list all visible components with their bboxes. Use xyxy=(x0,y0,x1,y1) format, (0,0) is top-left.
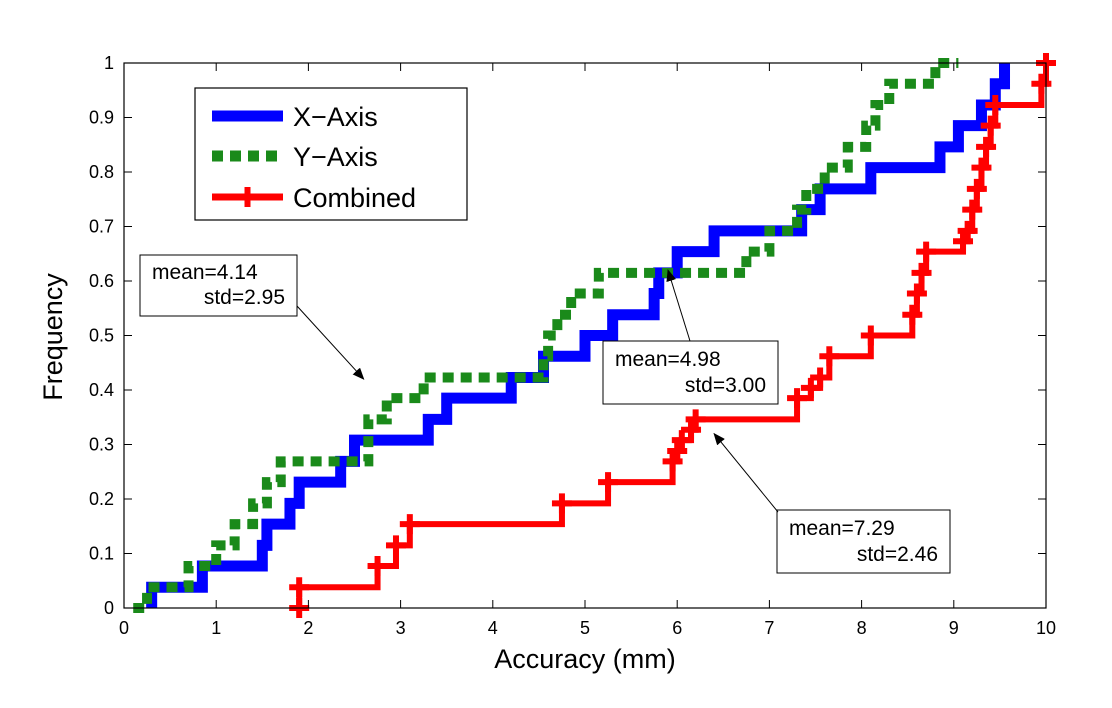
series-point-combined xyxy=(667,441,688,462)
y-tick-label: 0.8 xyxy=(89,162,114,182)
legend-marker-combined xyxy=(237,187,258,207)
series-point-combined xyxy=(685,409,706,430)
series-point-combined xyxy=(598,472,619,493)
y-tick-label: 1 xyxy=(104,53,114,73)
ticks-layer: 0 1 2 3 4 5 6 7 8 9 10 0 0.1 0.2 0.3 0.4 0.5 0.6 0.7 0.8 0.9… xyxy=(89,53,1056,638)
series-point-combined xyxy=(966,178,987,199)
x-tick-label: 0 xyxy=(119,618,129,638)
series-point-combined xyxy=(367,556,388,577)
x-tick-label: 9 xyxy=(949,618,959,638)
series-point-combined xyxy=(957,220,978,241)
series-line-x-axis xyxy=(146,63,1011,608)
legend-entry-x-axis: X−Axis xyxy=(212,102,378,132)
series-point-combined xyxy=(902,304,923,325)
legend-label-combined: Combined xyxy=(293,183,416,213)
annotation-y-axis-arrow xyxy=(296,305,365,380)
annotation-combined-arrow xyxy=(713,432,779,513)
x-axis-title: Accuracy (mm) xyxy=(494,644,676,674)
y-tick-label: 0 xyxy=(104,598,114,618)
x-tick-label: 2 xyxy=(303,618,313,638)
y-tick-label: 0.2 xyxy=(89,489,114,509)
series-point-combined xyxy=(385,535,406,556)
y-tick-label: 0.7 xyxy=(89,217,114,237)
series-point-combined xyxy=(985,94,1006,115)
series-point-combined xyxy=(1031,73,1052,94)
annotation-combined-std: std=2.46 xyxy=(857,543,938,566)
series-point-combined xyxy=(916,241,937,262)
legend-label-x-axis: X−Axis xyxy=(293,102,378,132)
series-point-combined xyxy=(662,451,683,472)
series-point-combined xyxy=(976,136,997,157)
series-point-combined xyxy=(971,157,992,178)
series-point-combined xyxy=(681,419,702,440)
annotation-layer: mean=4.14 std=2.95 mean=4.98 std=3.00 me… xyxy=(139,254,951,574)
series-point-combined xyxy=(911,262,932,283)
y-tick-label: 0.5 xyxy=(89,326,114,346)
annotation-combined-mean: mean=7.29 xyxy=(789,517,895,540)
legend-entry-y-axis: Y−Axis xyxy=(212,142,378,172)
y-tick-label: 0.6 xyxy=(89,271,114,291)
y-tick-label: 0.3 xyxy=(89,435,114,455)
x-tick-label: 6 xyxy=(672,618,682,638)
x-tick-label: 3 xyxy=(396,618,406,638)
series-point-combined xyxy=(810,367,831,388)
legend-label-y-axis: Y−Axis xyxy=(293,142,378,172)
series-point-combined xyxy=(289,577,310,598)
x-tick-label: 4 xyxy=(488,618,498,638)
series-point-combined xyxy=(962,199,983,220)
series-point-combined xyxy=(860,325,881,346)
x-tick-label: 10 xyxy=(1036,618,1056,638)
annotation-x-axis-arrow xyxy=(666,269,691,342)
annotation-x-axis-mean: mean=4.98 xyxy=(615,348,721,371)
annotation-x-axis-std: std=3.00 xyxy=(685,374,766,397)
x-tick-label: 7 xyxy=(764,618,774,638)
series-point-combined xyxy=(787,388,808,409)
legend: X−Axis Y−Axis Combined xyxy=(194,87,468,221)
legend-entry-combined: Combined xyxy=(212,183,416,213)
series-point-combined xyxy=(671,430,692,451)
series-layer xyxy=(133,53,1056,618)
series-point-combined xyxy=(800,377,821,398)
annotation-x-axis-stats: mean=4.98 std=3.00 xyxy=(602,269,779,405)
x-tick-label: 1 xyxy=(211,618,221,638)
series-point-combined xyxy=(551,493,572,514)
y-axis-title: Frequency xyxy=(38,273,68,401)
y-tick-label: 0.1 xyxy=(89,544,114,564)
series-point-combined xyxy=(953,231,974,252)
annotation-y-axis-mean: mean=4.14 xyxy=(152,261,258,284)
annotation-y-axis-std: std=2.95 xyxy=(204,286,285,309)
series-point-combined xyxy=(980,115,1001,136)
series-point-combined xyxy=(399,514,420,535)
y-tick-label: 0.9 xyxy=(89,108,114,128)
x-tick-label: 8 xyxy=(857,618,867,638)
series-point-combined xyxy=(906,283,927,304)
annotation-combined-stats: mean=7.29 std=2.46 xyxy=(713,432,951,574)
x-tick-label: 5 xyxy=(580,618,590,638)
annotation-y-axis-stats: mean=4.14 std=2.95 xyxy=(139,254,365,380)
series-point-combined xyxy=(819,346,840,367)
y-tick-label: 0.4 xyxy=(89,380,114,400)
